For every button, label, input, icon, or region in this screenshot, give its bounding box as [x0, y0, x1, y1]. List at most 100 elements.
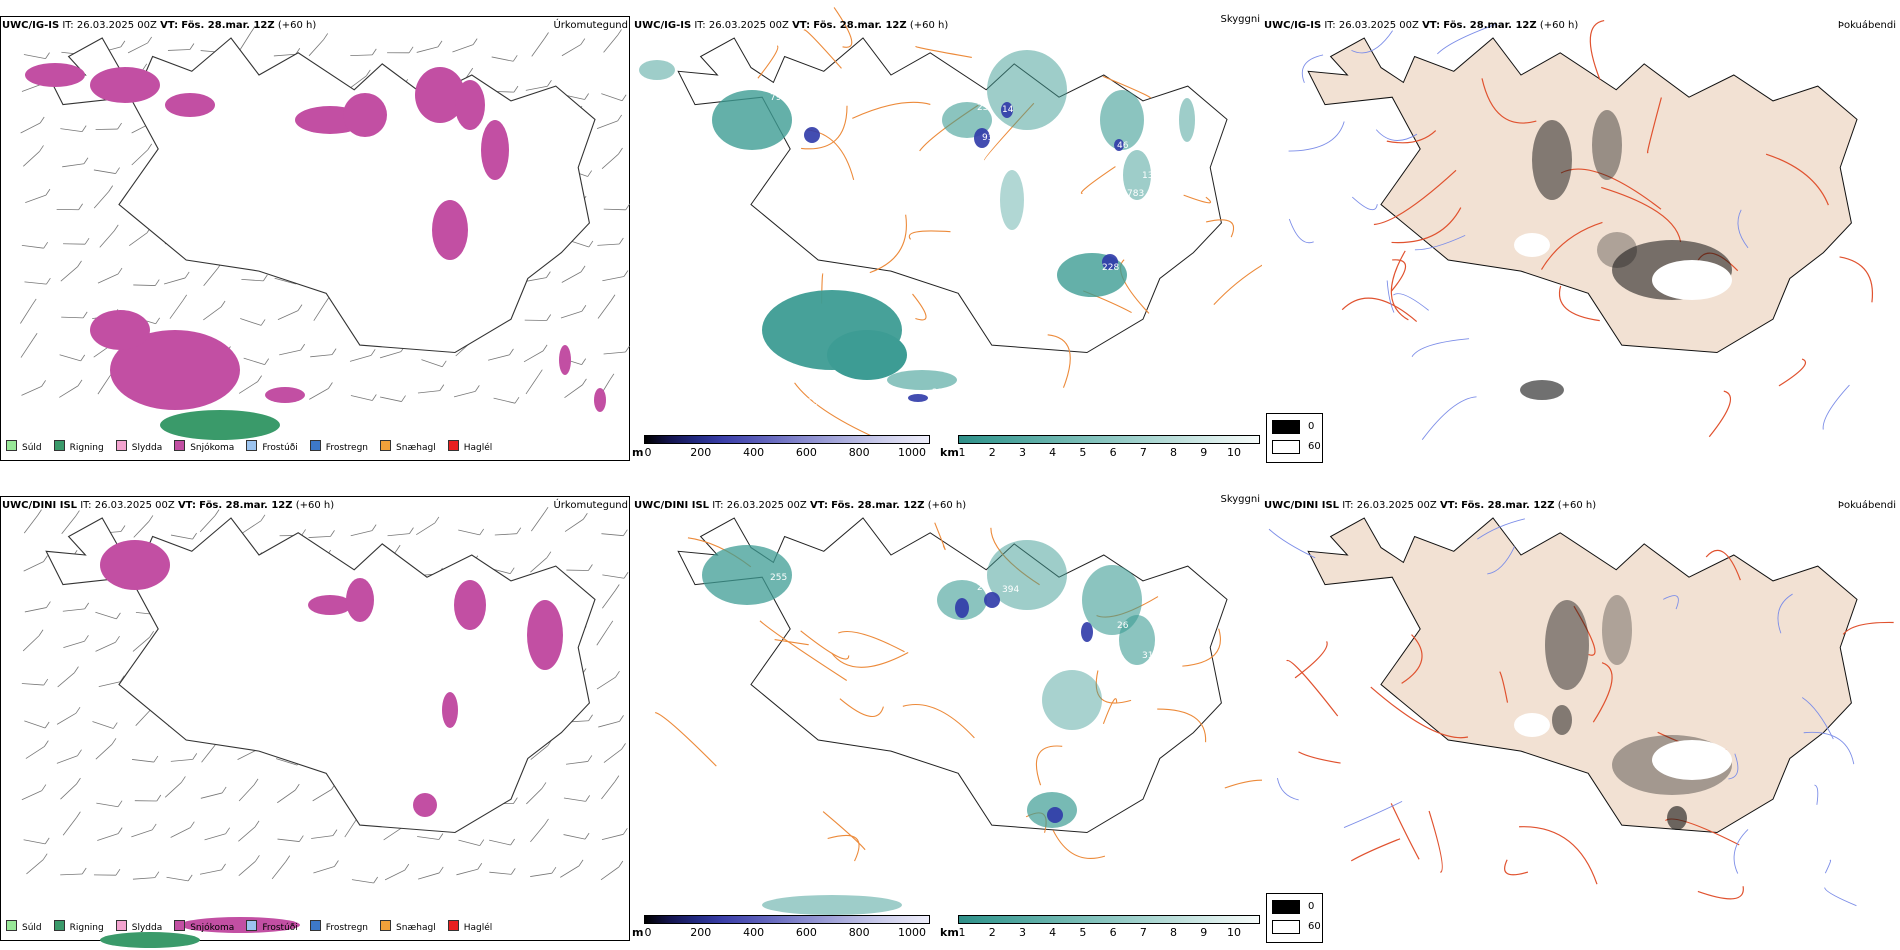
wind-barb-flag	[468, 67, 474, 75]
wind-barb	[601, 153, 619, 169]
road-line	[914, 45, 972, 58]
snow-area	[559, 345, 571, 375]
low-ceiling-area	[974, 128, 990, 148]
wind-barb	[60, 873, 83, 876]
colorbar-unit: km	[940, 446, 959, 459]
wind-barb-flag	[584, 93, 589, 100]
road-line	[902, 703, 975, 739]
low-visibility-area	[1100, 90, 1144, 150]
wind-barb	[350, 54, 373, 57]
wind-barb-flag	[153, 755, 159, 763]
wind-barb-flag	[115, 167, 120, 174]
ceiling-label: 13	[1142, 171, 1153, 181]
wind-barb-flag	[617, 29, 622, 36]
river-line	[1343, 800, 1403, 828]
it-value: 26.03.2025 00Z	[726, 500, 807, 511]
wind-barb-flag	[78, 203, 83, 210]
wind-barb-flag	[76, 777, 81, 785]
wind-barb	[277, 838, 300, 842]
wind-barb-flag	[111, 738, 117, 745]
wind-barb-flag	[610, 294, 616, 301]
legend-swatch	[6, 440, 17, 451]
wind-barb-flag	[512, 55, 518, 62]
wind-barb-flag	[46, 601, 51, 608]
wind-barb-flag	[404, 863, 410, 871]
wind-barb	[349, 354, 372, 362]
wind-barb-flag	[300, 343, 306, 351]
road-line	[822, 811, 866, 851]
wind-barb	[597, 300, 612, 319]
legend-item: Haglél	[447, 920, 492, 933]
colorbar-tick: 7	[1139, 446, 1147, 459]
wind-barb-flag	[475, 385, 480, 392]
glacier	[1652, 260, 1732, 300]
wind-barb	[99, 230, 115, 248]
wind-barb-flag	[45, 52, 50, 59]
colorbar-gradient	[958, 915, 1260, 924]
wind-barb	[531, 512, 545, 532]
river-line	[1437, 23, 1496, 55]
colorbar-tick: 8	[1170, 926, 1178, 939]
legend-swatch	[246, 920, 258, 931]
wind-barb	[598, 721, 620, 728]
it-value: 26.03.2025 00Z	[708, 20, 789, 31]
road-line	[1390, 250, 1409, 321]
colorbar-tick: 3	[1018, 926, 1026, 939]
wind-barb	[277, 789, 296, 804]
low-visibility-area	[1042, 670, 1102, 730]
wind-barb-flag	[578, 859, 584, 867]
road-line	[1350, 838, 1401, 862]
wind-barb-flag	[39, 145, 44, 152]
snow-area	[25, 63, 85, 87]
ceiling-label: 290	[952, 390, 969, 400]
ceiling-label: 479	[807, 118, 824, 128]
colorbar-tick: 5	[1079, 926, 1087, 939]
wind-barb-flag	[622, 828, 628, 835]
road-line	[801, 105, 848, 150]
wind-barb	[57, 672, 75, 688]
wind-barb	[97, 375, 111, 395]
ceiling-label: 310	[1142, 651, 1159, 661]
wind-barb-flag	[623, 270, 629, 277]
wind-barb-flag	[608, 620, 614, 628]
lead-time: (+60 h)	[927, 500, 967, 511]
fog-legend-swatch	[1272, 920, 1300, 934]
wind-barb-flag	[253, 778, 259, 786]
wind-barb	[166, 876, 189, 882]
glacier	[1652, 740, 1732, 780]
snow-area	[481, 120, 509, 180]
road-line	[1504, 859, 1529, 876]
low-ceiling-area	[1081, 622, 1093, 642]
wind-barb-flag	[84, 635, 89, 642]
legend-swatch	[6, 920, 17, 931]
legend-label: Slydda	[131, 923, 163, 933]
it-label: IT:	[62, 20, 74, 31]
wind-barb-flag	[625, 345, 630, 353]
low-visibility-area	[1123, 150, 1151, 200]
precip-title: Úrkomutegund	[553, 500, 628, 511]
fog-panel: UWC/DINI ISL IT: 26.03.2025 00Z VT: Fös.…	[1262, 480, 1900, 950]
colorbar-tick: 600	[795, 926, 817, 939]
wind-barb-flag	[116, 612, 121, 620]
wind-barb-flag	[621, 94, 627, 101]
it-label: IT:	[1324, 20, 1336, 31]
wind-barb-flag	[614, 584, 620, 591]
wind-barb	[131, 829, 153, 838]
wind-barb	[271, 861, 287, 880]
wind-barb	[312, 789, 332, 802]
fog-panel: UWC/IG-IS IT: 26.03.2025 00Z VT: Fös. 28…	[1262, 0, 1900, 470]
wind-barb	[560, 865, 580, 878]
road-line	[1052, 830, 1106, 860]
low-visibility-area	[712, 90, 792, 150]
wind-barb	[238, 861, 256, 877]
legend-swatch	[380, 920, 392, 931]
low-visibility-area	[827, 330, 907, 380]
wind-barb-flag	[623, 529, 628, 536]
wind-barb	[279, 349, 301, 356]
colorbar-tick: 800	[848, 926, 870, 939]
fog-legend-swatch	[1272, 900, 1300, 914]
road-line	[1373, 169, 1457, 226]
road-line	[1341, 297, 1418, 322]
colorbar-tick: 400	[743, 926, 765, 939]
wind-barb	[239, 31, 252, 51]
